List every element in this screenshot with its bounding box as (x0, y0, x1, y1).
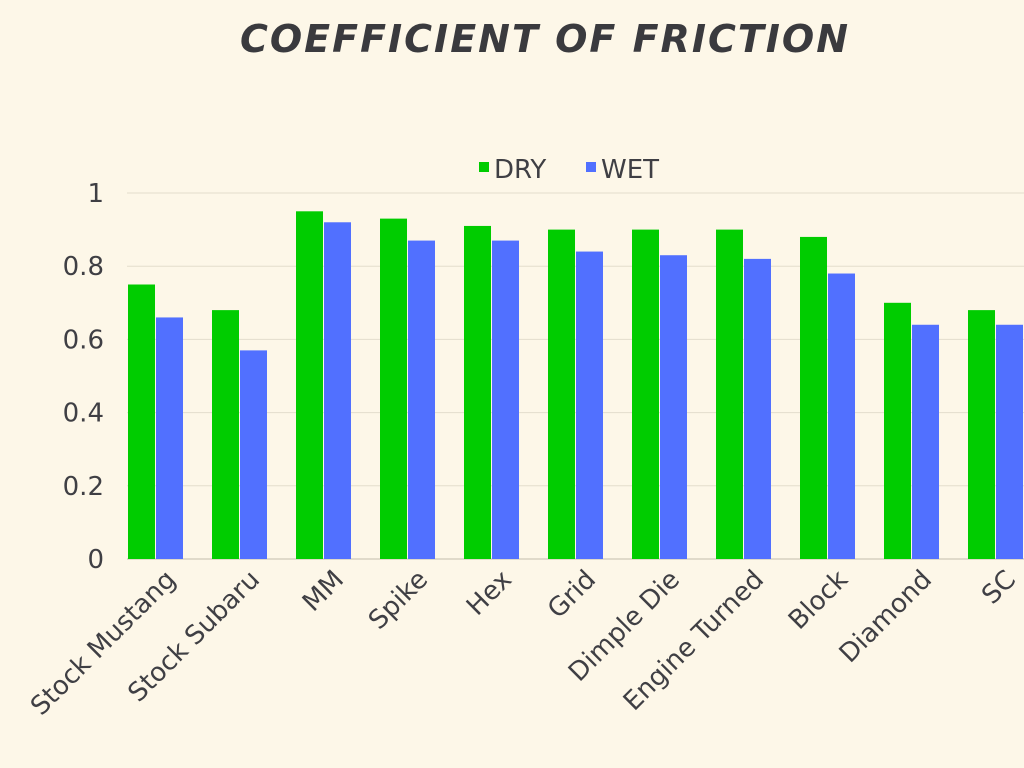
bar-wet-7 (744, 258, 771, 559)
x-tick-label: Hex (461, 565, 518, 622)
bar-dry-10 (968, 310, 995, 559)
chart-title: COEFFICIENT OF FRICTION (240, 17, 850, 61)
bar-dry-5 (548, 229, 575, 559)
bar-dry-9 (884, 302, 911, 559)
x-tick-label: Diamond (834, 565, 938, 669)
bar-dry-2 (296, 211, 323, 560)
bar-wet-9 (912, 324, 939, 559)
legend-label-dry: DRY (494, 155, 546, 185)
y-tick-label: 0.6 (63, 325, 104, 355)
bar-wet-10 (996, 324, 1023, 559)
bar-dry-4 (464, 225, 491, 559)
gridlines (127, 192, 1024, 560)
legend-swatch-wet (586, 162, 596, 172)
x-tick-label: MM (297, 565, 350, 618)
bar-wet-8 (828, 273, 855, 559)
bar-wet-0 (156, 317, 183, 559)
bar-wet-4 (492, 240, 519, 559)
y-tick-label: 0 (87, 545, 104, 575)
bar-dry-8 (800, 236, 827, 560)
x-tick-label: Spike (363, 565, 434, 636)
bar-wet-5 (576, 251, 603, 559)
bar-wet-1 (240, 350, 267, 559)
bar-dry-1 (212, 310, 239, 559)
y-tick-label: 0.2 (63, 472, 104, 502)
bar-dry-3 (380, 218, 407, 559)
x-tick-label: Grid (542, 565, 602, 625)
y-tick-label: 0.4 (63, 399, 104, 429)
bar-dry-6 (632, 229, 659, 559)
bar-wet-6 (660, 255, 687, 559)
legend-label-wet: WET (601, 155, 659, 185)
bar-dry-0 (128, 284, 155, 559)
x-tick-label: Stock Mustang (25, 565, 182, 722)
y-tick-label: 0.8 (63, 252, 104, 282)
y-tick-label: 1 (87, 179, 104, 209)
bar-dry-7 (716, 229, 743, 559)
y-axis-ticks: 0 0.2 0.4 0.6 0.8 1 (63, 179, 104, 575)
bar-wet-2 (324, 222, 351, 559)
x-tick-label: Block (783, 565, 854, 636)
bars (128, 211, 1023, 560)
x-tick-label: SC (976, 565, 1022, 611)
bar-wet-3 (408, 240, 435, 559)
legend-swatch-dry (479, 162, 489, 172)
legend: DRY WET (479, 155, 659, 185)
